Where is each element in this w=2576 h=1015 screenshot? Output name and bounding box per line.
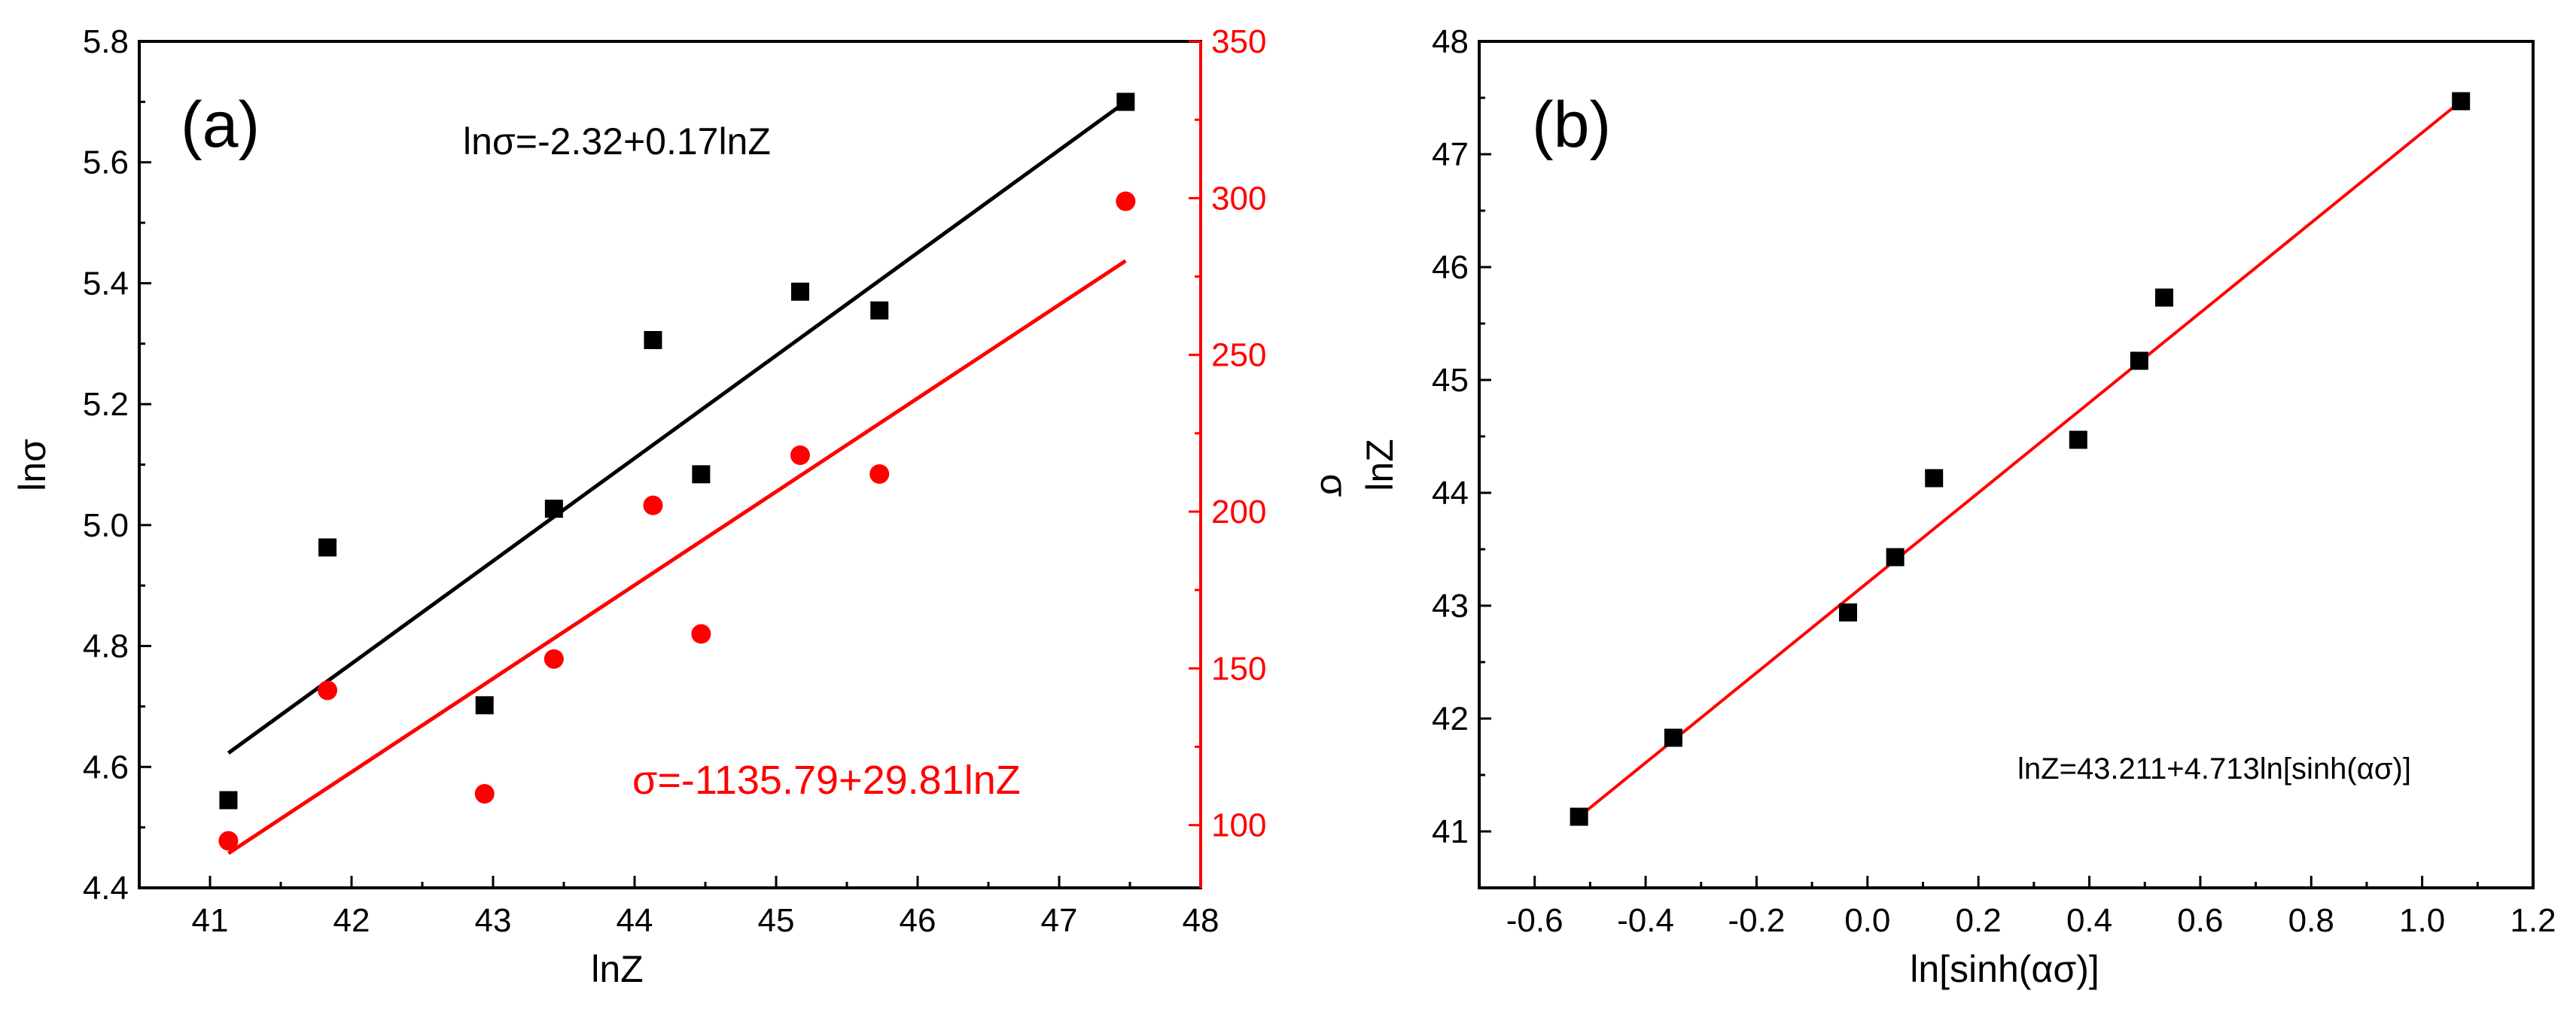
panel-a-sigma-point [790, 445, 810, 465]
panel-a-fit-lines [227, 100, 1127, 855]
panel-a-sigma-point [643, 495, 663, 515]
panel-a-lnsigma-point [692, 465, 711, 484]
panel-a-sigma-point [218, 831, 239, 851]
panel-b-x-tick-label: 0.6 [2177, 902, 2223, 939]
panel-a-lnsigma-point [219, 791, 238, 810]
panel-a-y2-tick-label: 200 [1211, 494, 1266, 530]
panel-b-y-tick-label: 44 [1432, 475, 1469, 512]
panel-a-lnsigma-point [870, 301, 889, 320]
panel-b-y-tick-label: 48 [1432, 23, 1469, 60]
panel-b-lnz-point [2155, 288, 2173, 307]
panel-a-y2-tick-label: 350 [1211, 23, 1266, 60]
panel-a-x-tick-label: 41 [192, 902, 229, 939]
panel-a-y2-ticks: 100 150 200 250 300 350 [1189, 23, 1266, 888]
panel-b-lnz-point [1839, 603, 1857, 621]
panel-a-y2-tick-label: 300 [1211, 180, 1266, 217]
panel-a-lnsigma-point [790, 282, 809, 301]
panel-a-y-tick-label: 4.4 [83, 870, 129, 907]
panel-a-y-tick-label: 5.8 [83, 23, 129, 60]
panel-b-x-tick-label: 1.0 [2399, 902, 2445, 939]
panel-b-y-tick-label: 45 [1432, 362, 1469, 399]
panel-a-red-equation: σ=-1135.79+29.81lnZ [632, 758, 1021, 803]
panel-a-x-tick-label: 43 [475, 902, 512, 939]
panel-a-sigma-point [474, 784, 495, 804]
panel-a-lnsigma-point [1116, 93, 1135, 111]
panel-a-y2-tick-label: 150 [1211, 650, 1266, 687]
panel-a-x-tick-label: 42 [333, 902, 370, 939]
panel-b-x-tick-label: -0.4 [1617, 902, 1674, 939]
panel-a-y-axis-label: lnσ [11, 439, 53, 491]
panel-b-y-axis-label: lnZ [1359, 439, 1401, 491]
panel-a-y-tick-label: 5.4 [83, 265, 129, 302]
panel-b-plot-frame [1478, 40, 2535, 889]
panel-b-fit-lines [1578, 99, 2462, 819]
panel-a-sigma-point [318, 680, 338, 700]
panel-b-lnz-point [1664, 728, 1682, 747]
panel-b-y-tick-label: 47 [1432, 136, 1469, 173]
panel-b-x-tick-label: 0.2 [1956, 902, 2002, 939]
panel-b-x-axis-label: ln[sinh(ασ)] [1910, 948, 2099, 990]
panel-a-x-tick-label: 45 [758, 902, 795, 939]
panel-b-lnz-point [2130, 351, 2148, 370]
panel-a-y-tick-label: 5.6 [83, 144, 129, 181]
panel-b-lnz-point [2069, 430, 2087, 449]
panel-a-red-fit-line [227, 259, 1127, 855]
panel-a-sigma-point [869, 464, 890, 484]
panel-b-y-tick-label: 41 [1432, 813, 1469, 850]
panel-b-x-tick-label: 0.8 [2288, 902, 2334, 939]
panel-b-y-ticks: 41 42 43 44 45 46 47 48 [1432, 23, 1491, 889]
panel-a-y-tick-label: 5.0 [83, 507, 129, 544]
panel-a-y2-axis-label: σ [1313, 474, 1355, 497]
panel-b-x-tick-label: 0.4 [2066, 902, 2112, 939]
panel-a-x-tick-label: 47 [1041, 902, 1078, 939]
panel-a-y-tick-label: 5.2 [83, 386, 129, 423]
panel-a-y-tick-label: 4.6 [83, 749, 129, 786]
panel-a-x-ticks: 41 42 43 44 45 46 47 48 [138, 876, 1219, 939]
panel-a-points [218, 93, 1136, 851]
panel-b: (b) lnZ=43.211+4.713ln[sinh(ασ)] ln[sinh… [1359, 23, 2556, 990]
panel-b-x-tick-label: -0.2 [1728, 902, 1786, 939]
panel-b-lnz-point [1886, 548, 1905, 567]
panel-b-points [1570, 92, 2471, 826]
panel-a-black-equation: lnσ=-2.32+0.17lnZ [463, 120, 771, 163]
panel-b-equation: lnZ=43.211+4.713ln[sinh(ασ)] [2017, 752, 2411, 786]
panel-a-black-fit-line [227, 100, 1127, 755]
panel-a-x-tick-label: 48 [1183, 902, 1219, 939]
panel-b-x-tick-label: 1.2 [2510, 902, 2556, 939]
panel-b-y-tick-label: 43 [1432, 588, 1469, 624]
panel-a-x-axis-label: lnZ [591, 948, 643, 990]
panel-a-sigma-point [1116, 191, 1136, 211]
panel-a-lnsigma-point [544, 500, 563, 518]
panel-a-sigma-point [544, 649, 564, 669]
panel-b-lnz-point [2452, 92, 2471, 111]
panel-b-x-tick-label: -0.6 [1506, 902, 1564, 939]
panel-a-x-tick-label: 46 [900, 902, 936, 939]
panel-b-lnz-point [1570, 807, 1588, 826]
panel-a-x-tick-label: 44 [617, 902, 653, 939]
panel-b-label: (b) [1532, 89, 1611, 161]
panel-b-fit-line [1578, 99, 2462, 819]
panel-b-x-tick-label: 0.0 [1844, 902, 1890, 939]
panel-a-lnsigma-point [318, 538, 337, 557]
panel-a-label: (a) [181, 89, 260, 161]
panel-a-y-tick-label: 4.8 [83, 628, 129, 665]
panel-b-lnz-point [1925, 469, 1944, 488]
panel-b-y-tick-label: 42 [1432, 700, 1469, 737]
panel-a-y-ticks: 4.4 4.6 4.8 5.0 5.2 5.4 5.6 5.8 [83, 23, 151, 907]
panel-a-y2-tick-label: 100 [1211, 807, 1266, 844]
panel-a-sigma-point [691, 624, 711, 644]
panel-a-lnsigma-point [475, 696, 494, 715]
panel-a: (a) lnσ=-2.32+0.17lnZ σ=-1135.79+29.81ln… [11, 23, 1355, 990]
panel-a-y2-tick-label: 250 [1211, 337, 1266, 374]
panel-b-y-tick-label: 46 [1432, 249, 1469, 286]
panel-a-lnsigma-point [644, 330, 662, 349]
panel-b-x-ticks: -0.6 -0.4 -0.2 0.0 0.2 0.4 0.6 0.8 1.0 1.2 [1478, 876, 2556, 939]
